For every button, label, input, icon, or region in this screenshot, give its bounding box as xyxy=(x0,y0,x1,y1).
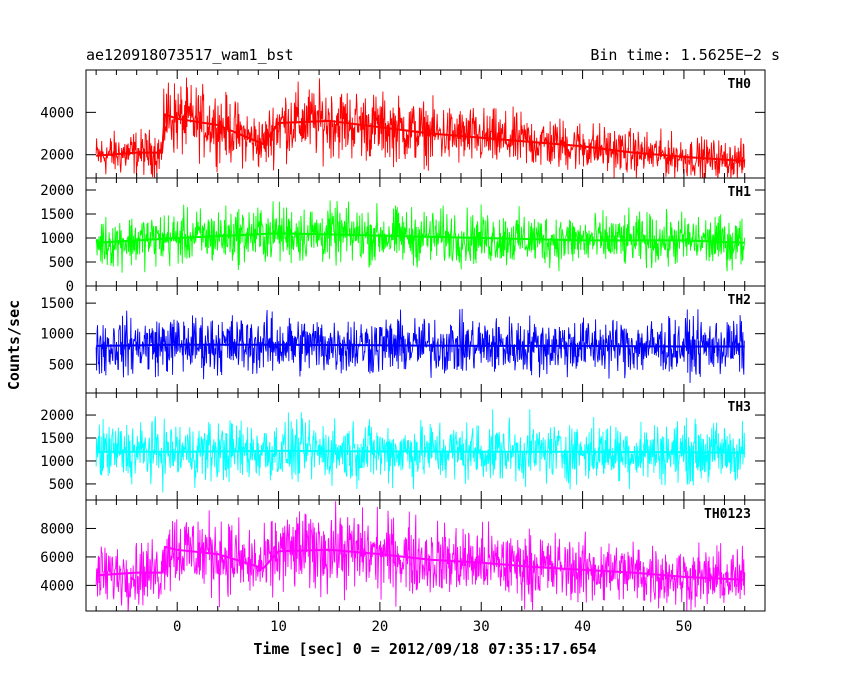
series-th3-line xyxy=(96,449,745,454)
panel-th0: 2000 4000 TH0 xyxy=(40,69,766,179)
panel-th2: 500 1000 1500 TH2 xyxy=(40,285,766,394)
x-tick-label: 10 xyxy=(270,619,287,635)
x-tick-label: 30 xyxy=(473,619,490,635)
band-label-th3: TH3 xyxy=(728,400,751,415)
y-tick-label: 6000 xyxy=(40,550,74,566)
y-tick-label: 500 xyxy=(49,357,74,373)
x-axis-label: Time [sec] 0 = 2012/09/18 07:35:17.654 xyxy=(253,640,596,658)
band-label-th1: TH1 xyxy=(728,185,752,200)
x-tick-label: 50 xyxy=(675,619,692,635)
y-tick-label: 2000 xyxy=(40,408,74,424)
figure-title: ae120918073517_wam1_bst xyxy=(86,46,294,64)
y-tick-label: 4000 xyxy=(40,105,74,121)
x-tick-label: 0 xyxy=(173,619,181,635)
y-axis-label: Counts/sec xyxy=(5,300,23,390)
x-tick-label: 40 xyxy=(574,619,591,635)
series-th0123-line xyxy=(96,545,745,581)
y-tick-label: 2000 xyxy=(40,183,74,199)
panel-th0123: 4000 6000 8000 TH0123 0 10 20 30 40 50 xyxy=(40,499,766,635)
series-th0-line xyxy=(96,113,745,163)
y-tick-label: 2000 xyxy=(40,148,74,164)
x-tick-label: 20 xyxy=(371,619,388,635)
series-th2-line xyxy=(96,343,745,348)
y-tick-label: 8000 xyxy=(40,521,74,537)
y-tick-label: 500 xyxy=(49,477,74,493)
bin-time-label: Bin time: 1.5625E−2 s xyxy=(590,46,780,64)
series-th1-noise xyxy=(95,200,746,273)
y-tick-label: 1500 xyxy=(40,207,74,223)
y-tick-label: 1000 xyxy=(40,327,74,343)
panel-th1: 0 500 1000 1500 2000 TH1 xyxy=(40,177,766,295)
y-tick-label: 500 xyxy=(49,255,74,271)
y-tick-label: 1000 xyxy=(40,454,74,470)
y-tick-label: 1500 xyxy=(40,431,74,447)
panel-th3: 500 1000 1500 2000 TH3 xyxy=(40,392,766,501)
y-tick-label: 0 xyxy=(66,279,74,295)
series-th1-line xyxy=(96,232,745,244)
series-th0123-noise xyxy=(95,501,746,611)
series-th3-noise xyxy=(95,409,746,493)
y-tick-label: 1000 xyxy=(40,231,74,247)
panel-frame xyxy=(85,499,766,612)
band-label-th2: TH2 xyxy=(728,293,751,308)
y-tick-label: 4000 xyxy=(40,578,74,594)
series-th0-noise xyxy=(95,77,746,178)
y-tick-label: 1500 xyxy=(40,296,74,312)
band-label-th0: TH0 xyxy=(728,77,752,92)
band-label-th0123: TH0123 xyxy=(704,507,751,522)
